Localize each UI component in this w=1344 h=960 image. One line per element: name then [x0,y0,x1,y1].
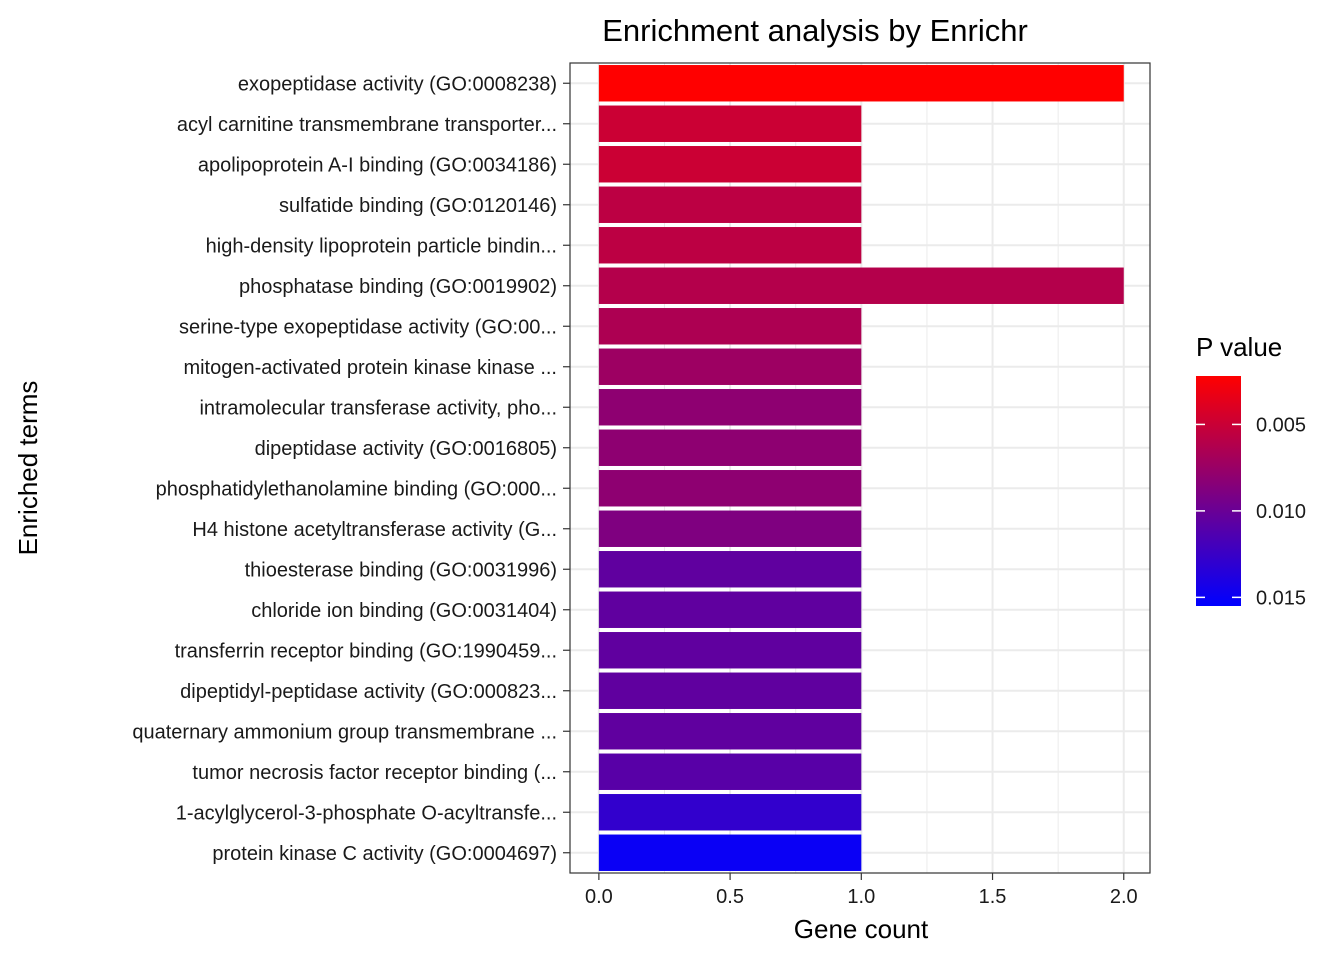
bar [598,713,862,750]
y-tick-label: H4 histone acetyltransferase activity (G… [192,519,557,541]
y-tick-label: phosphatidylethanolamine binding (GO:000… [156,478,557,500]
bar [598,308,862,345]
bar [598,753,862,790]
bar [598,105,862,142]
y-tick-label: sulfatide binding (GO:0120146) [279,195,557,217]
x-tick-label: 0.0 [585,886,613,908]
x-tick-label: 0.5 [716,886,744,908]
bar [598,146,862,183]
y-tick-label: transferrin receptor binding (GO:1990459… [175,640,557,662]
y-tick-label: protein kinase C activity (GO:0004697) [212,843,557,865]
y-tick-label: serine-type exopeptidase activity (GO:00… [179,316,557,338]
chart-title: Enrichment analysis by Enrichr [602,13,1028,48]
y-axis-title: Enriched terms [13,381,43,556]
legend-break-label: 0.010 [1256,501,1306,523]
bar [598,510,862,547]
legend-break-label: 0.015 [1256,587,1306,609]
y-tick-label: apolipoprotein A-I binding (GO:0034186) [198,154,557,176]
y-tick-label: acyl carnitine transmembrane transporter… [177,114,557,136]
bar [598,389,862,426]
y-tick-label: mitogen-activated protein kinase kinase … [183,357,557,379]
y-tick-label: exopeptidase activity (GO:0008238) [238,73,557,95]
y-tick-label: quaternary ammonium group transmembrane … [132,721,557,743]
y-tick-label: dipeptidase activity (GO:0016805) [255,438,557,460]
legend-break-label: 0.005 [1256,414,1306,436]
bar [598,186,862,223]
bar [598,591,862,628]
x-tick-label: 1.5 [979,886,1007,908]
y-axis: exopeptidase activity (GO:0008238) acyl c… [132,73,570,865]
plot-panel-border [569,62,1151,874]
bar [598,794,862,831]
bar [598,551,862,588]
y-tick-label: chloride ion binding (GO:0031404) [251,600,557,622]
y-tick-label: 1-acylglycerol-3-phosphate O-acyltransfe… [176,802,557,824]
bar [598,429,862,466]
x-tick-label: 2.0 [1110,886,1138,908]
y-tick-label: tumor necrosis factor receptor binding (… [192,762,557,784]
legend-colorbar [1196,376,1241,606]
legend-title: P value [1196,332,1282,362]
bar [598,672,862,709]
x-axis-title: Gene count [794,914,929,944]
y-tick-label: intramolecular transferase activity, pho… [199,397,557,419]
x-axis: 0.0 0.5 1.0 1.5 2.0 [585,873,1138,908]
legend: P value 0.005 0.010 0.015 [1196,332,1306,609]
y-tick-label: dipeptidyl-peptidase activity (GO:000823… [180,681,557,703]
y-tick-label: thioesterase binding (GO:0031996) [245,559,557,581]
bar [598,632,862,669]
y-tick-label: phosphatase binding (GO:0019902) [239,276,557,298]
y-tick-label: high-density lipoprotein particle bindin… [206,235,557,257]
bar [598,470,862,507]
bar [598,65,1124,102]
bar [598,267,1124,304]
plot-panel-background [570,63,1150,873]
bar [598,227,862,264]
bar [598,348,862,385]
bar [598,834,862,871]
bars [598,65,1124,871]
x-tick-label: 1.0 [847,886,875,908]
